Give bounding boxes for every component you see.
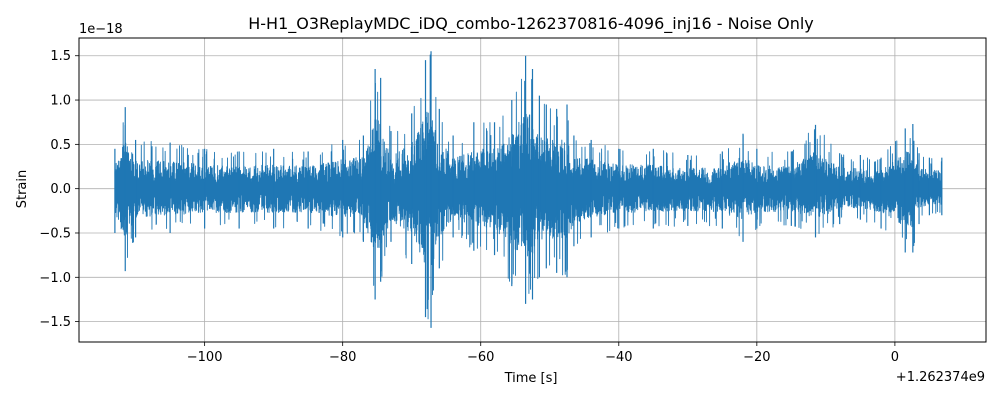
axes (78, 37, 987, 343)
x-axis-ticks: −100 −80 −60 −40 −20 0 (187, 342, 899, 365)
strain-series-line (114, 54, 943, 320)
x-tick-label: −100 (187, 350, 223, 365)
y-tick-label: 1.5 (50, 49, 71, 64)
x-axis-label: Time [s] (504, 371, 558, 386)
y-tick-label: 0.0 (50, 182, 71, 197)
x-tick-label: 0 (891, 350, 899, 365)
x-offset-label: +1.262374e9 (896, 370, 985, 385)
y-axis-label: Strain (15, 170, 30, 209)
y-scale-label: 1e−18 (79, 22, 123, 37)
y-tick-label: 0.5 (50, 138, 71, 153)
plot-series (114, 51, 943, 328)
x-tick-label: −60 (467, 350, 494, 365)
chart-title: H-H1_O3ReplayMDC_iDQ_combo-1262370816-40… (248, 14, 814, 34)
y-tick-label: −0.5 (39, 226, 71, 241)
y-tick-label: −1.5 (39, 315, 71, 330)
y-axis-ticks: −1.5 −1.0 −0.5 0.0 0.5 1.0 1.5 (39, 49, 79, 330)
y-tick-label: −1.0 (39, 271, 71, 286)
x-tick-label: −20 (743, 350, 770, 365)
y-tick-label: 1.0 (50, 94, 71, 109)
x-tick-label: −40 (605, 350, 632, 365)
x-tick-label: −80 (329, 350, 356, 365)
plot-frame (78, 37, 987, 343)
